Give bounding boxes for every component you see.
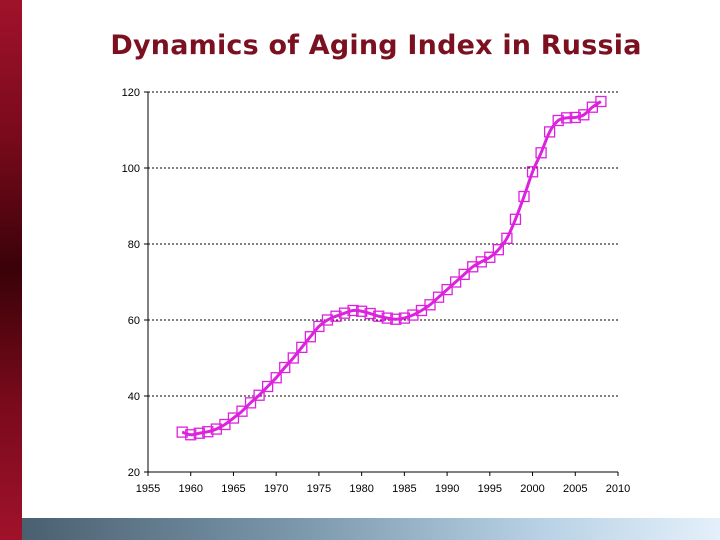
data-point-marker xyxy=(449,276,462,288)
x-tick-label: 2005 xyxy=(563,483,587,495)
y-tick-label: 60 xyxy=(128,315,140,327)
data-point-marker xyxy=(373,310,385,322)
data-point-marker xyxy=(338,307,351,319)
x-tick-label: 1970 xyxy=(264,483,288,495)
data-point-marker xyxy=(432,291,445,303)
data-point-marker xyxy=(219,418,231,431)
y-axis-ticks: 20 40 60 80 100 120 xyxy=(122,87,148,479)
x-tick-label: 1955 xyxy=(136,483,160,495)
data-point-marker xyxy=(236,405,248,417)
y-tick-label: 80 xyxy=(128,239,140,251)
data-point-marker xyxy=(202,426,214,438)
series-group xyxy=(176,95,607,441)
left-accent-bar xyxy=(0,0,22,540)
bottom-gradient-bar xyxy=(22,518,720,540)
data-point-marker xyxy=(492,244,505,256)
data-point-marker xyxy=(578,109,590,121)
data-point-marker xyxy=(193,427,205,439)
data-point-marker xyxy=(185,429,197,441)
x-tick-label: 1960 xyxy=(178,483,202,495)
x-tick-label: 1975 xyxy=(307,483,331,495)
data-point-marker xyxy=(535,147,547,159)
y-tick-label: 40 xyxy=(128,391,140,403)
data-point-marker xyxy=(296,341,308,354)
data-point-marker xyxy=(347,304,359,317)
data-point-marker xyxy=(330,310,342,322)
data-point-marker xyxy=(355,305,368,317)
y-tick-label: 20 xyxy=(128,467,140,479)
data-point-marker xyxy=(561,112,573,124)
data-point-marker xyxy=(398,312,411,324)
data-point-marker xyxy=(424,299,436,311)
data-point-marker xyxy=(176,426,188,438)
data-point-marker xyxy=(552,114,564,127)
data-point-marker xyxy=(287,352,299,364)
x-tick-label: 1990 xyxy=(435,483,459,495)
data-point-marker xyxy=(441,283,453,296)
y-tick-label: 100 xyxy=(122,163,140,175)
data-point-marker xyxy=(313,320,325,333)
data-point-marker xyxy=(364,307,376,320)
data-point-marker xyxy=(244,397,257,409)
chart-axes xyxy=(147,92,618,473)
data-point-marker xyxy=(321,314,334,326)
x-tick-label: 1965 xyxy=(221,483,245,495)
data-point-marker xyxy=(415,304,428,317)
x-tick-label: 2010 xyxy=(606,483,630,495)
data-point-marker xyxy=(586,101,599,113)
data-point-marker xyxy=(595,95,607,108)
data-point-marker xyxy=(518,190,530,203)
x-tick-label: 1985 xyxy=(392,483,416,495)
data-point-marker xyxy=(390,313,402,325)
data-point-marker xyxy=(261,380,274,393)
data-point-marker xyxy=(569,111,581,124)
data-point-marker xyxy=(253,389,265,401)
data-point-marker xyxy=(304,331,317,343)
data-point-marker xyxy=(484,251,496,263)
slide-title: Dynamics of Aging Index in Russia xyxy=(110,30,642,61)
x-tick-label: 1995 xyxy=(478,483,502,495)
data-point-marker xyxy=(458,268,470,281)
x-axis-ticks: 1955 1960 1965 1970 1975 1980 1985 1990 1995 2000… xyxy=(136,472,630,495)
data-point-marker xyxy=(279,361,291,374)
data-point-marker xyxy=(501,232,513,244)
data-point-marker xyxy=(526,166,539,178)
data-point-marker xyxy=(543,126,556,138)
y-tick-label: 120 xyxy=(122,87,140,99)
data-point-marker xyxy=(509,213,522,225)
data-point-marker xyxy=(270,372,282,384)
x-tick-label: 1980 xyxy=(349,483,373,495)
data-point-marker xyxy=(227,412,240,424)
data-point-marker xyxy=(381,312,393,324)
x-tick-label: 2000 xyxy=(520,483,544,495)
series-line xyxy=(181,100,602,437)
